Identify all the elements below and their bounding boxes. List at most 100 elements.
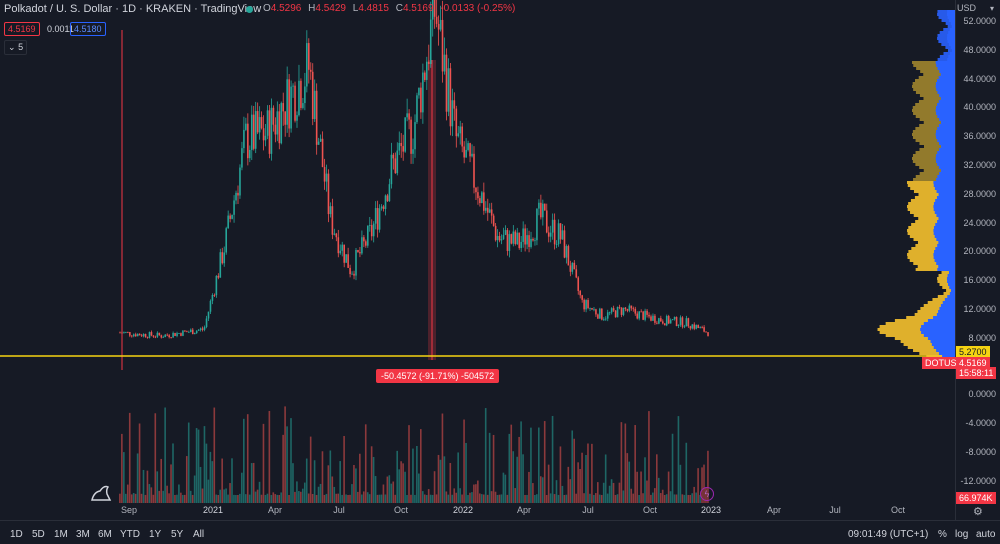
profile-bar bbox=[938, 16, 955, 19]
volume-bar bbox=[239, 493, 241, 503]
indicator-count: 5 bbox=[18, 42, 24, 52]
volume-bar bbox=[512, 451, 515, 503]
profile-bar bbox=[943, 52, 955, 55]
profile-bar bbox=[914, 196, 955, 199]
candle bbox=[278, 111, 281, 144]
volume-bar bbox=[343, 435, 345, 503]
volume-bar bbox=[384, 494, 387, 503]
time-tick: Oct bbox=[642, 505, 658, 515]
candle bbox=[640, 311, 642, 313]
volume-bar bbox=[398, 469, 400, 503]
candle bbox=[388, 184, 391, 202]
profile-bar bbox=[918, 193, 955, 196]
volume-bar bbox=[237, 494, 239, 503]
profile-bar bbox=[945, 46, 955, 49]
indicators-toggle[interactable]: ⌄ 5 bbox=[4, 40, 28, 55]
profile-bar-inner bbox=[947, 295, 955, 298]
profile-bar-inner bbox=[936, 262, 955, 265]
range-button-6m[interactable]: 6M bbox=[98, 529, 112, 540]
range-button-ytd[interactable]: YTD bbox=[120, 529, 140, 540]
range-button-5d[interactable]: 5D bbox=[32, 529, 45, 540]
volume-bar bbox=[315, 494, 318, 503]
candle bbox=[701, 327, 703, 328]
range-button-5y[interactable]: 5Y bbox=[171, 529, 184, 540]
volume-bar bbox=[606, 493, 609, 503]
log-toggle[interactable]: log bbox=[955, 529, 969, 540]
candle bbox=[294, 85, 296, 121]
candle bbox=[217, 275, 220, 278]
candle bbox=[376, 208, 379, 230]
volume-bar bbox=[575, 493, 577, 503]
candle bbox=[597, 314, 599, 319]
profile-bar bbox=[915, 139, 955, 142]
volume-bar bbox=[689, 495, 692, 503]
profile-bar bbox=[919, 94, 955, 97]
range-button-all[interactable]: All bbox=[193, 529, 205, 540]
range-button-1m[interactable]: 1M bbox=[54, 529, 68, 540]
price-axis[interactable] bbox=[955, 0, 1000, 520]
candle bbox=[363, 237, 365, 242]
profile-bar bbox=[937, 295, 955, 298]
candle bbox=[669, 320, 672, 324]
volume-bar bbox=[695, 492, 697, 503]
candle bbox=[642, 311, 644, 320]
price-chart[interactable] bbox=[0, 0, 955, 520]
lightning-icon[interactable]: ϟ bbox=[700, 487, 714, 501]
currency-label[interactable]: USD bbox=[956, 3, 976, 13]
volume-bar bbox=[675, 494, 678, 503]
range-button-1y[interactable]: 1Y bbox=[149, 529, 162, 540]
auto-toggle[interactable]: auto bbox=[976, 529, 996, 540]
candle bbox=[445, 54, 448, 112]
volume-bar bbox=[447, 494, 450, 503]
volume-bar bbox=[303, 482, 306, 503]
candle bbox=[506, 230, 509, 251]
candle bbox=[479, 198, 481, 204]
clock[interactable]: 09:01:49 (UTC+1) bbox=[848, 529, 929, 540]
volume-bar bbox=[160, 458, 162, 503]
sell-price-box[interactable]: 4.5169 bbox=[4, 22, 40, 36]
volume-bar bbox=[451, 494, 454, 503]
gear-icon[interactable]: ⚙ bbox=[973, 506, 983, 518]
volume-bar bbox=[659, 493, 662, 503]
profile-bar bbox=[912, 157, 955, 160]
volume-bar bbox=[626, 453, 629, 503]
volume-bar bbox=[254, 491, 257, 503]
ohlc-readout: O4.5296 H4.5429 L4.4815 C4.5169 -0.0133 … bbox=[263, 3, 519, 14]
candle bbox=[243, 129, 245, 149]
tradingview-logo-icon[interactable] bbox=[90, 482, 112, 502]
profile-bar bbox=[911, 247, 955, 250]
volume-bar bbox=[569, 479, 572, 503]
profile-bar-inner bbox=[930, 340, 955, 343]
profile-bar-inner bbox=[933, 316, 955, 319]
volume-bar bbox=[479, 493, 481, 503]
candle bbox=[573, 262, 576, 270]
price-tick: 8.0000 bbox=[968, 332, 996, 343]
price-tick: 24.0000 bbox=[963, 217, 996, 228]
volume-bar bbox=[425, 495, 428, 503]
volume-bar bbox=[207, 479, 210, 503]
volume-bar bbox=[119, 493, 121, 503]
profile-bar bbox=[912, 130, 955, 133]
volume-bar bbox=[414, 494, 416, 503]
candle bbox=[272, 107, 275, 125]
volume-bar bbox=[486, 494, 489, 503]
volume-bar bbox=[449, 462, 452, 503]
candle bbox=[288, 79, 290, 129]
range-button-3m[interactable]: 3M bbox=[76, 529, 90, 540]
candle bbox=[599, 308, 601, 319]
candle bbox=[681, 317, 684, 327]
volume-bar bbox=[437, 454, 440, 503]
volume-bar bbox=[282, 434, 284, 503]
chevron-down-icon[interactable]: ▾ bbox=[989, 4, 994, 13]
volume-bar bbox=[514, 488, 516, 503]
candle bbox=[433, 0, 436, 17]
volume-bar bbox=[184, 494, 186, 503]
percent-toggle[interactable]: % bbox=[938, 529, 947, 540]
candle bbox=[420, 87, 422, 113]
buy-price-box[interactable]: 4.5180 bbox=[70, 22, 106, 36]
range-button-1d[interactable]: 1D bbox=[10, 529, 23, 540]
candle bbox=[237, 192, 239, 196]
candle bbox=[614, 310, 617, 318]
profile-bar bbox=[914, 313, 955, 316]
volume-bar bbox=[331, 476, 334, 503]
